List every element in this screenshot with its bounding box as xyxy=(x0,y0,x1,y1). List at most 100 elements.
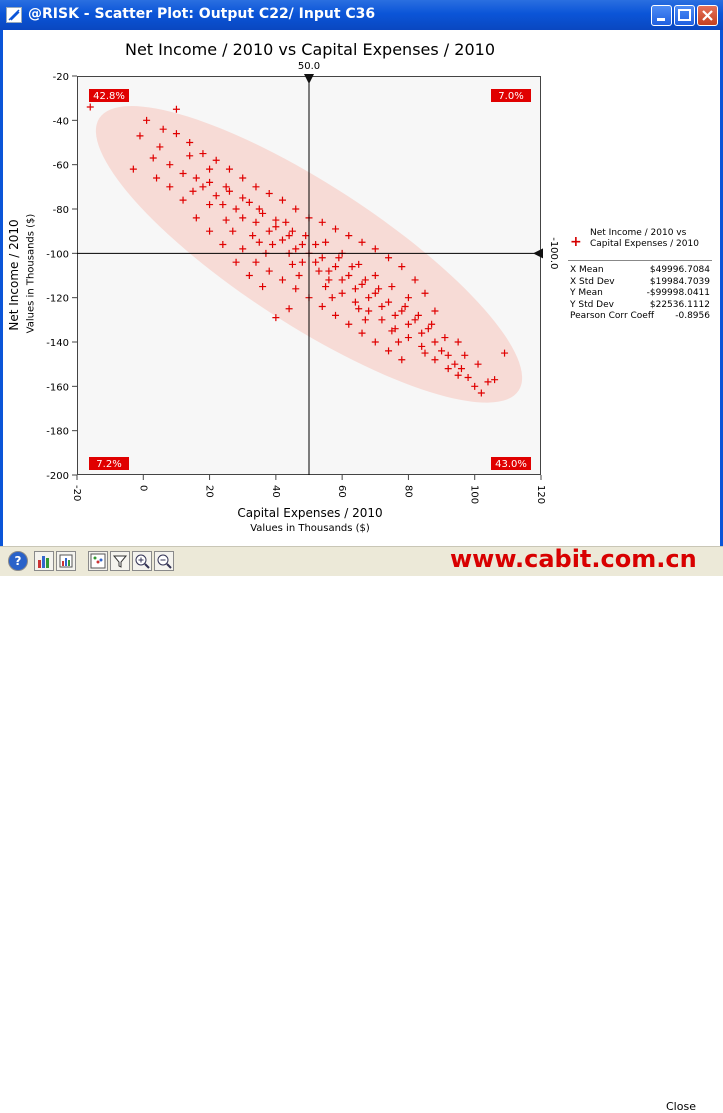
data-point xyxy=(278,276,286,284)
data-point xyxy=(312,240,320,248)
data-point xyxy=(378,316,386,324)
data-point xyxy=(418,329,426,337)
data-point xyxy=(378,303,386,311)
y-axis-label: Net Income / 2010 xyxy=(7,219,21,331)
stat-label: Y Std Dev xyxy=(570,299,614,310)
x-tick-label: 0 xyxy=(137,485,148,491)
data-point xyxy=(245,272,253,279)
data-point xyxy=(358,238,366,246)
scatter-icon[interactable] xyxy=(88,551,108,571)
data-point xyxy=(225,187,233,195)
close-icon[interactable] xyxy=(697,5,718,26)
zoom-in-icon[interactable] xyxy=(132,551,152,571)
data-point xyxy=(398,263,406,271)
data-point xyxy=(318,303,326,311)
window-frame xyxy=(0,30,723,546)
data-point xyxy=(298,240,306,248)
data-point xyxy=(365,307,373,315)
data-point xyxy=(431,307,439,315)
y-tick-label: -80 xyxy=(53,205,69,216)
data-point xyxy=(189,187,197,195)
data-point xyxy=(149,154,157,162)
data-point xyxy=(156,143,164,151)
quadrant-label-bottom-right: 43.0% xyxy=(495,459,527,470)
data-point xyxy=(371,245,379,253)
x-tick-label: 80 xyxy=(402,485,413,498)
data-point xyxy=(282,218,290,226)
scatter-plot[interactable]: -20 0 20 40 60 80 100 120-20-40-60-80-100-120-1… xyxy=(0,0,723,576)
data-point xyxy=(355,305,363,313)
data-point xyxy=(212,156,220,164)
data-point xyxy=(179,170,187,178)
chart-type-icon[interactable] xyxy=(56,551,76,571)
data-point xyxy=(484,378,492,386)
stat-pearson-corr: Pearson Corr Coeff -0.8956 xyxy=(568,311,712,323)
data-point xyxy=(192,214,200,222)
data-point xyxy=(86,103,94,111)
data-point xyxy=(404,320,412,328)
help-icon[interactable]: ? xyxy=(8,551,28,571)
data-point xyxy=(325,267,333,275)
y-tick-label: -40 xyxy=(53,116,69,127)
data-point xyxy=(461,351,469,359)
data-point xyxy=(206,165,214,173)
legend-series: + Net Income / 2010 vs Capital Expenses … xyxy=(568,228,712,254)
legend-series-line2: Capital Expenses / 2010 xyxy=(590,239,699,249)
data-point xyxy=(239,214,247,222)
zoom-out-icon[interactable] xyxy=(154,551,174,571)
watermark-text: www.cabit.com.cn xyxy=(450,545,697,573)
data-point xyxy=(348,263,356,271)
data-point xyxy=(454,338,462,346)
data-point xyxy=(255,205,263,213)
data-point xyxy=(371,338,379,346)
data-point xyxy=(272,223,280,231)
data-point xyxy=(328,294,336,302)
data-point xyxy=(451,360,459,368)
data-point xyxy=(265,189,273,197)
x-axis-label: Capital Expenses / 2010 xyxy=(237,506,383,520)
data-point xyxy=(232,205,240,213)
data-point xyxy=(351,298,359,306)
data-point xyxy=(222,183,230,191)
data-point xyxy=(351,285,359,293)
data-point xyxy=(444,351,452,359)
close-button[interactable]: Close xyxy=(666,1100,696,1113)
quadrant-badge-top-right xyxy=(491,89,531,102)
data-point xyxy=(391,325,399,333)
legend-series-line1: Net Income / 2010 vs xyxy=(590,228,687,238)
data-point xyxy=(186,139,194,146)
chart-legend: + Net Income / 2010 vs Capital Expenses … xyxy=(568,228,712,323)
histogram-icon[interactable] xyxy=(34,551,54,571)
data-point xyxy=(414,311,422,319)
data-point xyxy=(172,130,180,138)
data-point xyxy=(292,205,300,213)
minimize-icon[interactable] xyxy=(651,5,672,26)
data-point xyxy=(332,311,340,319)
filter-icon[interactable] xyxy=(110,551,130,571)
data-point xyxy=(255,238,263,246)
x-tick-label: 120 xyxy=(535,485,546,504)
data-point xyxy=(265,227,273,235)
risk-app-icon xyxy=(6,7,22,23)
y-tick-label: -120 xyxy=(46,294,69,305)
data-point xyxy=(312,258,320,266)
maximize-icon[interactable] xyxy=(674,5,695,26)
stat-label: Pearson Corr Coeff xyxy=(570,311,655,321)
data-point xyxy=(285,232,293,240)
data-point xyxy=(431,338,439,346)
stat-y-std-dev: Y Std Dev $22536.1112 xyxy=(568,300,712,312)
data-point xyxy=(272,314,280,322)
window-titlebar[interactable]: @RISK - Scatter Plot: Output C22/ Input … xyxy=(0,0,723,30)
data-point xyxy=(322,238,330,246)
legend-divider xyxy=(568,260,712,261)
quadrant-label-bottom-left: 7.2% xyxy=(96,459,121,470)
data-point xyxy=(239,194,247,202)
data-point xyxy=(322,283,330,291)
quadrant-badge-top-left xyxy=(89,89,129,102)
data-point xyxy=(239,174,247,182)
data-point xyxy=(285,305,293,313)
data-point xyxy=(166,183,174,191)
y-axis-sublabel: Values in Thousands ($) xyxy=(25,213,37,334)
data-point xyxy=(249,232,257,240)
data-point xyxy=(288,260,296,268)
